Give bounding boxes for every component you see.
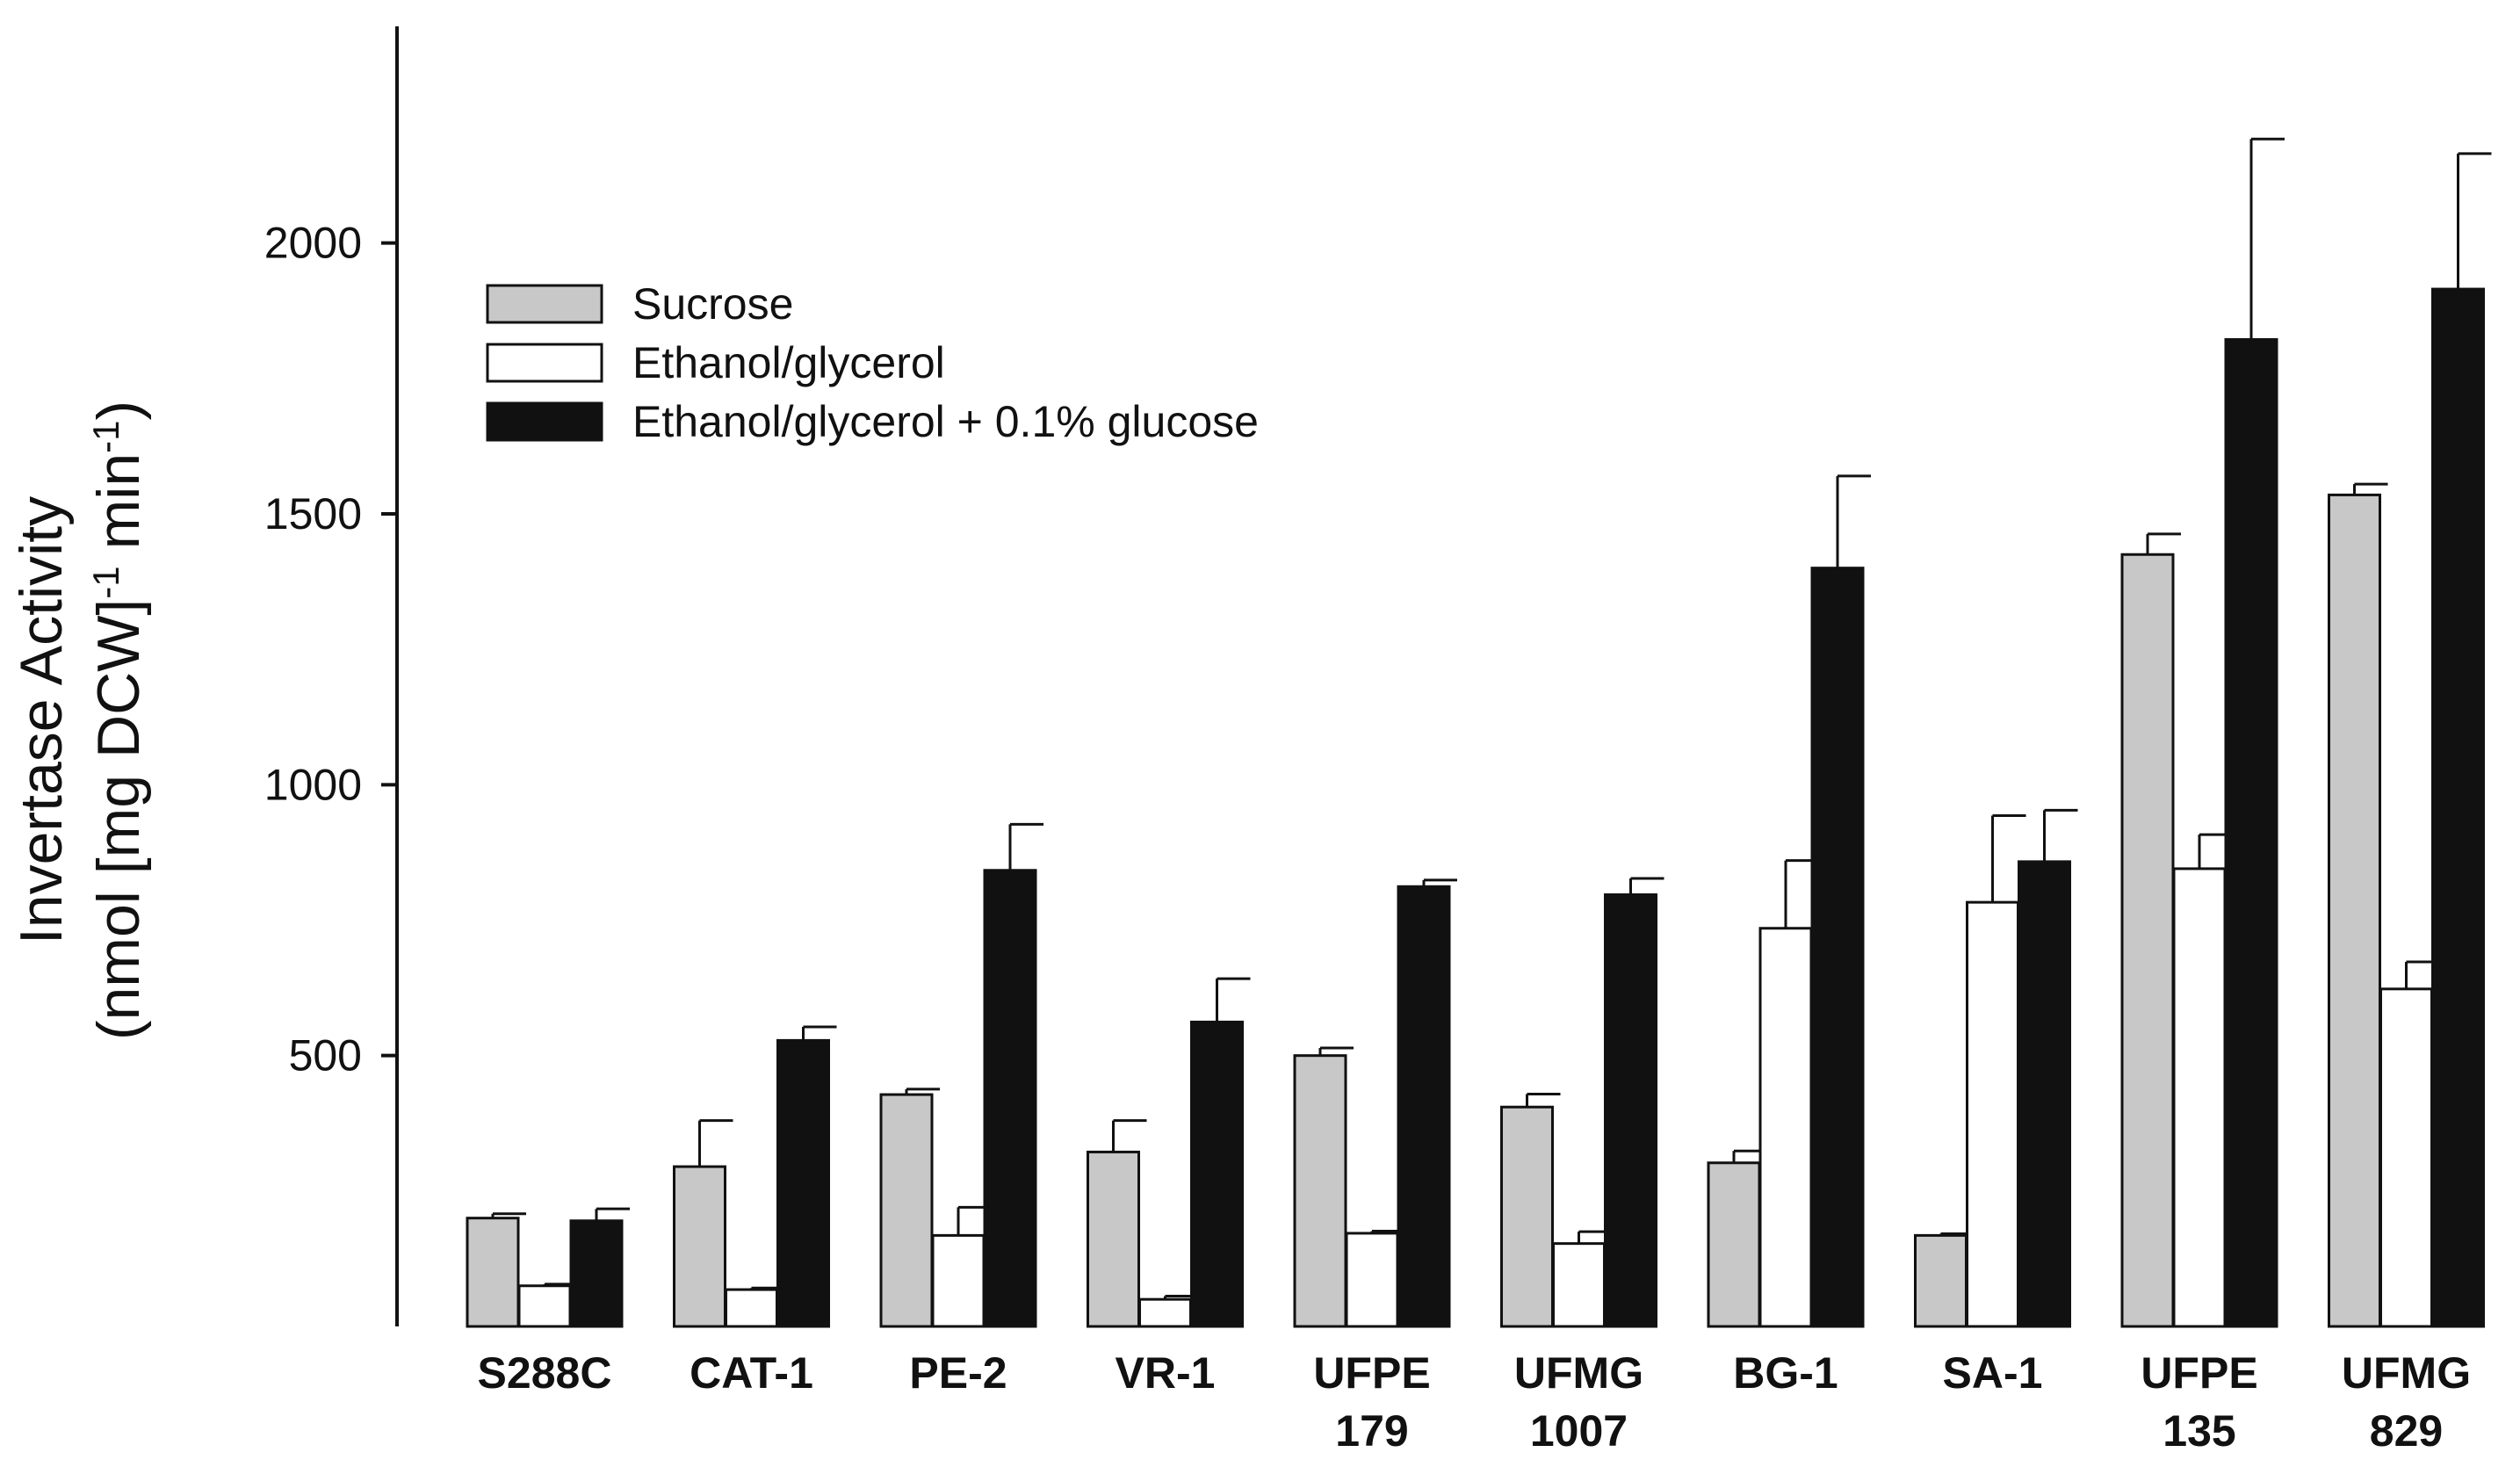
category-label: 179 — [1335, 1406, 1408, 1456]
y-axis-title-part: ) — [85, 401, 152, 421]
bar-1-1 — [466, 1217, 520, 1328]
y-axis-title-superscript: -1 — [85, 421, 126, 453]
bar-1-6 — [1500, 1105, 1554, 1328]
category-label: VR-1 — [1116, 1348, 1216, 1398]
bar-3-9 — [2224, 337, 2278, 1328]
bar-1-5 — [1293, 1054, 1347, 1328]
bar-1-10 — [2328, 493, 2381, 1328]
y-tick-label: 500 — [289, 1031, 362, 1080]
y-axis-title-superscript: -1 — [85, 566, 126, 598]
bar-2-1 — [517, 1284, 572, 1328]
bar-2-7 — [1758, 927, 1813, 1328]
y-axis-title-part: min — [85, 453, 152, 566]
category-label: UFPE — [2141, 1348, 2257, 1398]
bar-1-2 — [673, 1165, 726, 1328]
legend-label-1: Sucrose — [632, 279, 793, 329]
bar-2-6 — [1552, 1242, 1606, 1328]
bar-3-2 — [776, 1038, 830, 1328]
bar-2-4 — [1138, 1297, 1192, 1328]
bar-1-3 — [879, 1093, 934, 1328]
bar-1-4 — [1087, 1150, 1140, 1328]
bar-3-10 — [2431, 287, 2485, 1328]
y-tick-label: 2000 — [264, 219, 362, 268]
category-label: UFMG — [2342, 1348, 2471, 1398]
bar-3-5 — [1397, 885, 1451, 1328]
category-label: UFPE — [1313, 1348, 1430, 1398]
bar-1-9 — [2120, 553, 2175, 1328]
bar-3-7 — [1810, 567, 1865, 1328]
category-label: SA-1 — [1943, 1348, 2043, 1398]
bar-2-2 — [725, 1288, 778, 1328]
legend-swatch-1 — [486, 284, 603, 324]
bar-3-8 — [2018, 860, 2071, 1328]
legend-swatch-3 — [486, 401, 603, 442]
bar-2-9 — [2172, 867, 2227, 1328]
bar-2-5 — [1345, 1232, 1399, 1328]
category-label: CAT-1 — [690, 1348, 813, 1398]
bar-3-1 — [569, 1219, 624, 1328]
bar-2-10 — [2379, 987, 2433, 1328]
bar-2-8 — [1966, 900, 2019, 1328]
bar-3-6 — [1604, 893, 1657, 1328]
category-label: PE-2 — [909, 1348, 1007, 1398]
bar-3-4 — [1190, 1020, 1244, 1328]
y-tick-label: 1500 — [264, 489, 362, 538]
y-tick-label: 1000 — [264, 760, 362, 809]
bar-1-8 — [1914, 1233, 1968, 1328]
category-label: BG-1 — [1733, 1348, 1838, 1398]
category-label: S288C — [478, 1348, 612, 1398]
y-axis-title-line2: (nmol [mg DCW]-1 min-1) — [85, 401, 153, 1040]
category-label: UFMG — [1514, 1348, 1643, 1398]
legend-label-2: Ethanol/glycerol — [632, 338, 945, 387]
legend-swatch-2 — [486, 343, 603, 383]
bar-2-3 — [931, 1233, 986, 1328]
bar-1-7 — [1707, 1161, 1761, 1328]
category-label: 1007 — [1530, 1406, 1628, 1456]
category-label: 829 — [2370, 1406, 2443, 1456]
category-label: 135 — [2163, 1406, 2235, 1456]
y-axis-title-line1: Invertase Activity — [8, 496, 75, 944]
bar-3-3 — [983, 869, 1037, 1328]
y-axis-title-part: (nmol [mg DCW] — [85, 599, 152, 1040]
legend-label-3: Ethanol/glycerol + 0.1% glucose — [632, 397, 1259, 446]
